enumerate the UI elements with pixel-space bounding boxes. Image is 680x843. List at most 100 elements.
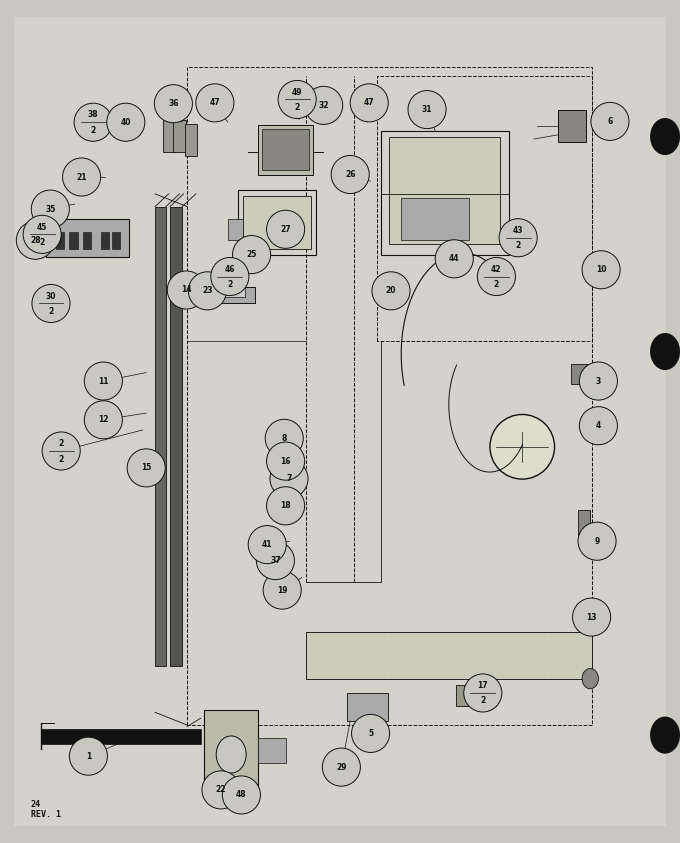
Text: 16: 16: [280, 457, 291, 465]
Ellipse shape: [31, 190, 69, 228]
Text: 14: 14: [181, 286, 192, 294]
Ellipse shape: [582, 250, 620, 289]
Text: 46: 46: [224, 265, 235, 274]
Ellipse shape: [350, 83, 388, 122]
Ellipse shape: [322, 748, 360, 787]
Text: 47: 47: [209, 99, 220, 107]
Polygon shape: [306, 632, 592, 679]
Polygon shape: [163, 120, 175, 152]
Polygon shape: [243, 196, 311, 249]
Ellipse shape: [16, 221, 54, 260]
Text: 9: 9: [594, 537, 600, 545]
Text: 43: 43: [513, 226, 524, 235]
Bar: [101, 232, 109, 249]
Ellipse shape: [84, 400, 122, 439]
Text: 38: 38: [88, 110, 99, 120]
Ellipse shape: [188, 271, 226, 310]
Ellipse shape: [42, 432, 80, 470]
Ellipse shape: [107, 103, 145, 142]
Text: 10: 10: [596, 266, 607, 274]
Text: 49: 49: [292, 88, 303, 97]
Text: 2: 2: [515, 241, 521, 250]
Polygon shape: [258, 125, 313, 175]
Ellipse shape: [573, 598, 611, 636]
Text: 48: 48: [236, 791, 247, 799]
Text: 15: 15: [141, 464, 152, 472]
Text: 25: 25: [246, 250, 257, 259]
Polygon shape: [258, 738, 286, 763]
Text: 32: 32: [318, 101, 329, 110]
Ellipse shape: [69, 737, 107, 776]
Polygon shape: [571, 364, 588, 384]
Ellipse shape: [477, 257, 515, 296]
Text: 3: 3: [596, 377, 601, 385]
Ellipse shape: [267, 486, 305, 525]
Polygon shape: [262, 129, 309, 170]
Ellipse shape: [233, 235, 271, 274]
Ellipse shape: [127, 448, 165, 487]
Polygon shape: [173, 120, 186, 152]
Ellipse shape: [372, 271, 410, 310]
Ellipse shape: [23, 215, 61, 254]
Text: 27: 27: [280, 225, 291, 234]
Text: 22: 22: [216, 786, 226, 794]
Circle shape: [591, 373, 599, 383]
Text: 26: 26: [345, 170, 356, 179]
Polygon shape: [558, 110, 586, 142]
Ellipse shape: [331, 155, 369, 194]
Ellipse shape: [305, 86, 343, 125]
Text: 2: 2: [90, 126, 96, 135]
Polygon shape: [401, 198, 469, 240]
Text: 2: 2: [480, 696, 486, 706]
Text: 1: 1: [86, 752, 91, 760]
Ellipse shape: [202, 771, 240, 809]
Ellipse shape: [154, 84, 192, 123]
Circle shape: [582, 668, 598, 689]
Ellipse shape: [278, 80, 316, 119]
Ellipse shape: [63, 158, 101, 196]
Text: 20: 20: [386, 287, 396, 295]
Ellipse shape: [270, 459, 308, 498]
Text: 28: 28: [30, 236, 41, 244]
Polygon shape: [578, 510, 590, 535]
Text: 23: 23: [202, 287, 213, 295]
Ellipse shape: [490, 415, 554, 479]
Text: 19: 19: [277, 586, 288, 594]
Text: 12: 12: [98, 416, 109, 424]
Text: 2: 2: [58, 439, 64, 448]
Polygon shape: [456, 685, 496, 706]
Bar: [56, 232, 64, 249]
Polygon shape: [194, 287, 255, 303]
Polygon shape: [218, 277, 245, 297]
Circle shape: [650, 118, 680, 155]
Bar: [69, 232, 78, 249]
Ellipse shape: [222, 776, 260, 814]
Text: 42: 42: [491, 265, 502, 274]
Ellipse shape: [499, 218, 537, 257]
Text: 21: 21: [76, 173, 87, 181]
Text: 11: 11: [98, 377, 109, 385]
Text: 6: 6: [607, 117, 613, 126]
Polygon shape: [185, 124, 197, 156]
Ellipse shape: [256, 541, 294, 580]
Text: 2: 2: [494, 280, 499, 289]
Text: 36: 36: [168, 99, 179, 108]
Text: 44: 44: [449, 255, 460, 263]
Ellipse shape: [267, 442, 305, 481]
Ellipse shape: [265, 419, 303, 458]
Polygon shape: [204, 710, 258, 788]
Polygon shape: [170, 207, 182, 666]
Ellipse shape: [248, 525, 286, 564]
Bar: [112, 232, 120, 249]
Text: 5: 5: [368, 729, 373, 738]
Ellipse shape: [211, 257, 249, 296]
Circle shape: [39, 229, 50, 243]
Ellipse shape: [196, 83, 234, 122]
Text: 2: 2: [48, 307, 54, 316]
Polygon shape: [46, 219, 129, 257]
Text: 2: 2: [294, 103, 300, 112]
Text: 37: 37: [270, 556, 281, 565]
Ellipse shape: [352, 714, 390, 753]
Ellipse shape: [263, 571, 301, 609]
Polygon shape: [347, 693, 388, 721]
